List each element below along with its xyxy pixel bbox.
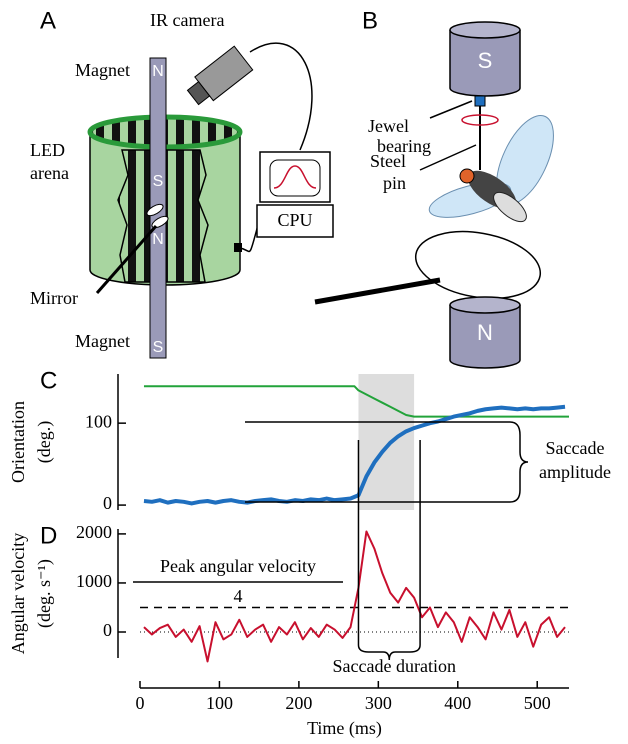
rotation — [461, 114, 499, 126]
panel-label: B — [362, 7, 378, 34]
x-tick-label: 200 — [285, 693, 312, 713]
pointer — [95, 225, 158, 294]
mirror-label: Mirror — [30, 288, 78, 308]
camera — [186, 45, 254, 106]
x-axis-label: Time (ms) — [307, 718, 382, 739]
x-tick-label: 400 — [444, 693, 471, 713]
duration-brace — [357, 644, 421, 661]
data-line — [143, 404, 566, 506]
jewel-label: Jewel — [368, 116, 409, 136]
led-arena-drawing — [87, 114, 243, 286]
y-axis-label: (deg. s⁻¹) — [34, 559, 55, 628]
amplitude-label: amplitude — [539, 462, 611, 482]
cable — [239, 224, 259, 253]
x-tick-label: 300 — [365, 693, 392, 713]
magnet-label: Magnet — [75, 60, 130, 80]
data-line — [143, 385, 569, 418]
arrow — [419, 144, 477, 171]
y-axis-label: Orientation — [8, 401, 28, 483]
pointer — [314, 277, 441, 305]
x-tick-label: 500 — [524, 693, 551, 713]
connector — [234, 243, 242, 252]
panel-label: D — [40, 522, 57, 549]
top-magnet — [449, 21, 521, 97]
peak-label: Peak angular velocity — [160, 556, 316, 576]
y-axis-label: (deg.) — [34, 421, 55, 463]
y-tick-label: 100 — [85, 411, 112, 431]
arena-label: LED — [30, 140, 65, 160]
monitor — [256, 151, 334, 238]
y-tick-label: 0 — [103, 620, 112, 640]
magnet-label: Magnet — [75, 331, 130, 351]
jewel-label: bearing — [377, 136, 431, 156]
y-axis-label: Angular velocity — [8, 533, 28, 654]
camera-label: IR camera — [150, 10, 224, 30]
y-tick-label: 2000 — [76, 522, 112, 542]
panel-label: C — [40, 367, 57, 394]
x-tick-label: 0 — [136, 693, 145, 713]
data-line — [143, 530, 566, 663]
amplitude-brace — [509, 421, 529, 503]
mirror — [146, 203, 164, 217]
pin-label: pin — [383, 173, 406, 193]
jewel-bearing — [474, 95, 486, 107]
pole-label: N — [152, 231, 164, 248]
y-tick-label: 1000 — [76, 571, 112, 591]
duration-label: Saccade duration — [333, 656, 456, 676]
pin-label: Steel — [370, 151, 406, 171]
pole-label: S — [153, 173, 164, 190]
saccade-span — [358, 374, 415, 510]
pole-label: S — [153, 339, 164, 356]
pole-label: S — [478, 48, 493, 73]
bottom-magnet — [449, 296, 521, 369]
pole-label: N — [152, 63, 164, 80]
y-tick-label: 0 — [103, 493, 112, 513]
x-tick-label: 100 — [206, 693, 233, 713]
amplitude-label: Saccade — [546, 438, 605, 458]
peak-denominator: 4 — [234, 586, 243, 606]
panel-label: A — [40, 7, 56, 34]
pole-label: N — [477, 320, 493, 345]
arrow — [429, 100, 473, 119]
mirror-disc — [414, 230, 542, 300]
cable — [249, 42, 313, 151]
arena-label: arena — [30, 163, 69, 183]
mirror — [151, 215, 169, 229]
fly — [428, 115, 554, 223]
cpu-label: CPU — [277, 210, 312, 230]
